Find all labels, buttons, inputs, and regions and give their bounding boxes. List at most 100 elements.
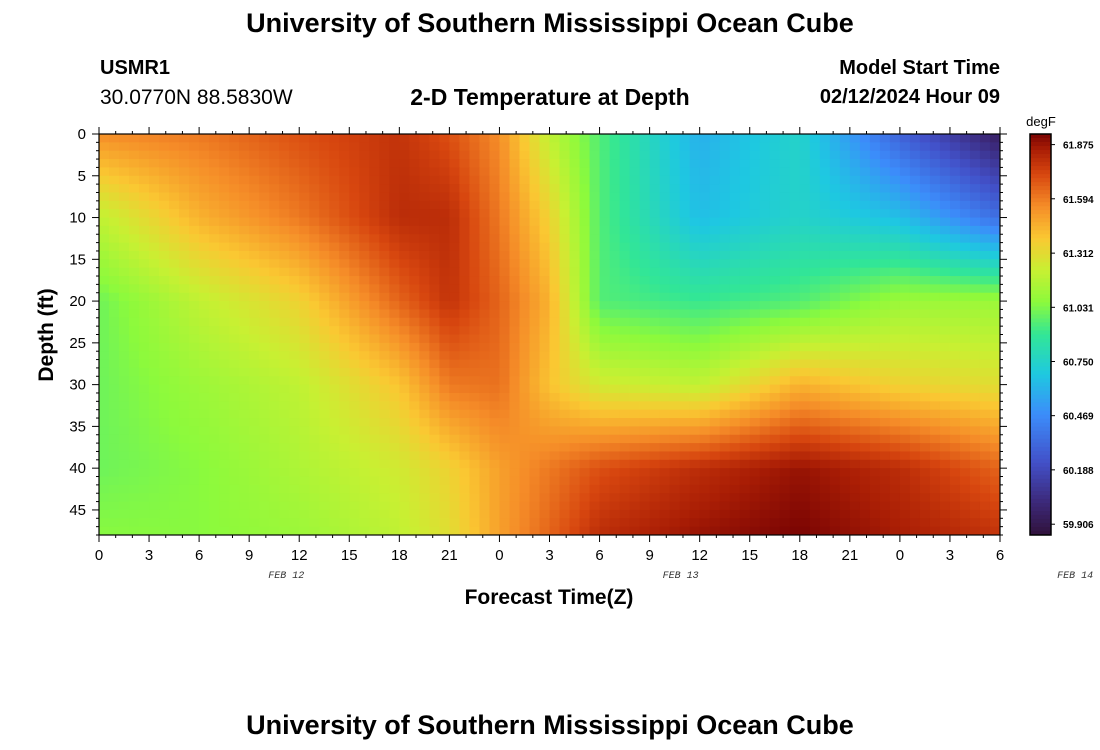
heatmap-cell [579, 200, 591, 210]
heatmap-cell [259, 217, 270, 227]
heatmap-cell [869, 150, 881, 160]
heatmap-cell [759, 484, 771, 494]
heatmap-cell [769, 284, 781, 294]
heatmap-cell [209, 526, 220, 535]
heatmap-cell [859, 134, 871, 143]
heatmap-cell [449, 334, 460, 344]
heatmap-cell [419, 167, 430, 177]
heatmap-cell [909, 309, 921, 319]
heatmap-cell [619, 409, 631, 419]
heatmap-cell [739, 518, 751, 528]
heatmap-cell [199, 234, 210, 244]
heatmap-cell [729, 392, 741, 402]
heatmap-cell [399, 384, 410, 394]
heatmap-cell [269, 342, 280, 352]
heatmap-cell [599, 367, 611, 377]
heatmap-cell [209, 192, 220, 202]
heatmap-cell [849, 376, 861, 386]
heatmap-cell [649, 367, 661, 377]
heatmap-cell [709, 225, 721, 235]
heatmap-cell [579, 409, 591, 419]
heatmap-cell [679, 418, 691, 427]
heatmap-cell [109, 217, 120, 227]
heatmap-cell [579, 526, 591, 535]
heatmap-cell [609, 459, 621, 469]
heatmap-cell [569, 167, 581, 177]
heatmap-cell [989, 225, 1000, 235]
heatmap-cell [579, 367, 591, 377]
heatmap-cell [199, 184, 210, 194]
heatmap-cell [779, 276, 791, 285]
heatmap-cell [879, 225, 891, 235]
heatmap-cell [309, 142, 320, 152]
heatmap-cell [439, 159, 450, 169]
heatmap-cell [129, 184, 140, 194]
heatmap-cell [689, 159, 701, 169]
heatmap-cell [499, 225, 511, 235]
heatmap-cell [239, 342, 250, 352]
heatmap-cell [629, 359, 641, 369]
heatmap-cell [699, 418, 711, 427]
heatmap-cell [109, 134, 120, 143]
heatmap-cell [929, 276, 941, 285]
heatmap-cell [849, 359, 861, 369]
heatmap-cell [109, 167, 120, 177]
heatmap-cell [629, 459, 641, 469]
heatmap-cell [749, 401, 761, 411]
heatmap-cell [939, 317, 951, 327]
heatmap-cell [589, 334, 601, 344]
heatmap-cell [689, 501, 701, 511]
heatmap-cell [469, 384, 481, 394]
heatmap-cell [219, 250, 230, 260]
heatmap-cell [789, 309, 801, 319]
heatmap-cell [809, 526, 821, 535]
heatmap-cell [379, 509, 390, 519]
heatmap-cell [289, 309, 300, 319]
heatmap-cell [909, 326, 921, 336]
heatmap-cell [509, 276, 521, 285]
heatmap-cell [729, 317, 741, 327]
heatmap-cell [519, 192, 531, 202]
heatmap-cell [269, 493, 280, 503]
heatmap-cell [609, 443, 621, 453]
heatmap-cell [869, 217, 881, 227]
heatmap-cell [649, 209, 661, 219]
heatmap-cell [299, 167, 310, 177]
heatmap-cell [849, 443, 861, 453]
heatmap-cell [729, 401, 741, 411]
heatmap-cell [139, 267, 150, 277]
heatmap-cell [249, 392, 260, 402]
heatmap-cell [369, 526, 380, 535]
heatmap-cell [769, 526, 781, 535]
heatmap-cell [469, 484, 481, 494]
heatmap-cell [799, 326, 811, 336]
heatmap-cell [189, 225, 200, 235]
heatmap-cell [799, 142, 811, 152]
heatmap-cell [99, 142, 110, 152]
heatmap-cell [119, 401, 130, 411]
heatmap-cell [369, 259, 380, 269]
heatmap-cell [369, 501, 380, 511]
heatmap-cell [599, 418, 611, 427]
heatmap-cell [849, 167, 861, 177]
heatmap-cell [309, 367, 320, 377]
heatmap-cell [159, 392, 170, 402]
heatmap-cell [309, 159, 320, 169]
heatmap-cell [369, 443, 380, 453]
heatmap-cell [109, 267, 120, 277]
heatmap-cell [779, 134, 791, 143]
heatmap-cell [369, 334, 380, 344]
heatmap-cell [859, 468, 871, 478]
heatmap-cell [569, 334, 581, 344]
heatmap-cell [849, 175, 861, 185]
heatmap-cell [449, 267, 460, 277]
heatmap-cell [769, 351, 781, 361]
heatmap-cell [579, 418, 591, 427]
heatmap-cell [989, 167, 1000, 177]
heatmap-cell [519, 451, 531, 461]
heatmap-cell [99, 242, 110, 252]
heatmap-cell [859, 159, 871, 169]
heatmap-cell [809, 217, 821, 227]
heatmap-cell [319, 334, 330, 344]
heatmap-cell [459, 434, 471, 444]
